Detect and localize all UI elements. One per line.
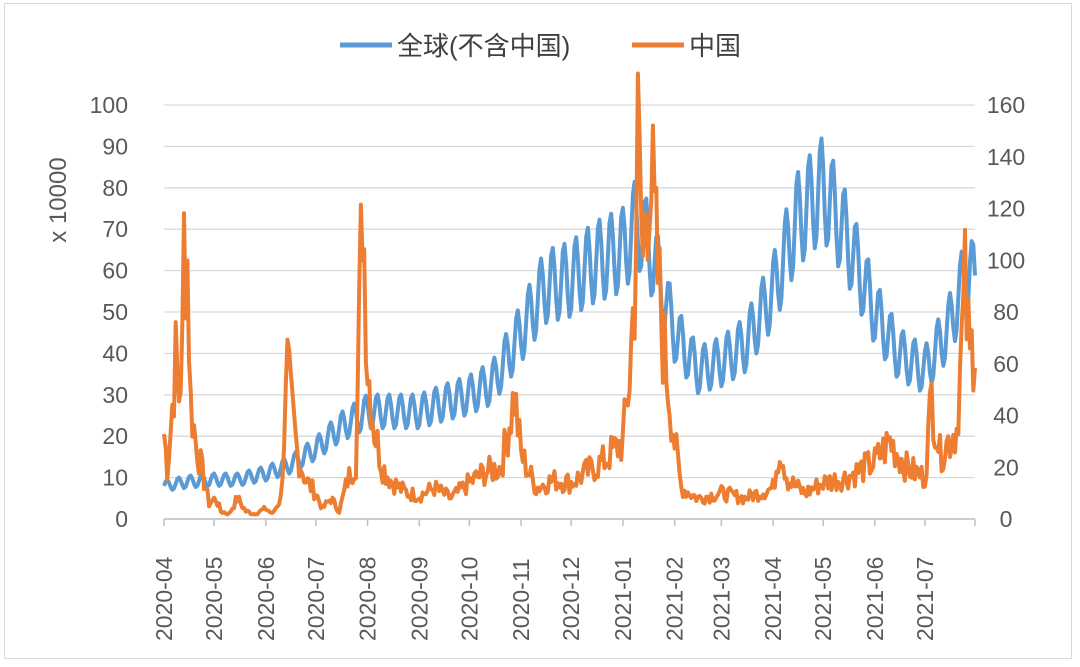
legend: 全球(不含中国) 中国: [340, 31, 741, 61]
left-tick-label: 50: [102, 299, 128, 325]
x-tick-label: 2020-09: [406, 557, 432, 641]
x-tick-label: 2021-03: [708, 557, 734, 641]
series-layer: [162, 71, 977, 517]
left-tick-label: 60: [102, 258, 128, 284]
legend-label-china: 中国: [689, 31, 741, 61]
right-tick-label: 140: [987, 144, 1025, 170]
left-tick-label: 80: [102, 175, 128, 201]
left-tick-label: 10: [102, 465, 128, 491]
right-tick-label: 60: [993, 351, 1019, 377]
left-axis-ticks: 0 10 20 30 40 50 60 70 80 90 100: [90, 92, 128, 532]
left-tick-label: 30: [102, 382, 128, 408]
right-axis-ticks: 0 20 40 60 80 100 120 140 160: [987, 92, 1025, 532]
left-tick-label: 100: [90, 92, 128, 118]
x-tick-label: 2021-06: [862, 557, 888, 641]
right-tick-label: 160: [987, 92, 1025, 118]
x-tick-label: 2021-04: [760, 556, 786, 641]
right-tick-label: 20: [993, 454, 1019, 480]
x-tick-label: 2020-05: [201, 557, 227, 641]
x-axis: 2020-04 2020-05 2020-06 2020-07 2020-08 2020-…: [151, 518, 976, 641]
left-tick-label: 70: [102, 216, 128, 242]
x-tick-label: 2021-01: [610, 557, 636, 641]
x-tick-label: 2021-07: [912, 557, 938, 641]
right-tick-label: 40: [993, 403, 1019, 429]
right-tick-label: 80: [993, 299, 1019, 325]
x-tick-label: 2020-08: [355, 557, 381, 641]
left-tick-label: 0: [115, 506, 128, 532]
left-tick-label: 90: [102, 133, 128, 159]
x-tick-label: 2020-11: [508, 558, 534, 641]
series-line-china: [162, 71, 977, 517]
x-tick-label: 2020-07: [303, 557, 329, 641]
x-tick-label: 2020-12: [558, 557, 584, 641]
legend-label-global: 全球(不含中国): [397, 31, 570, 61]
left-axis-title: x 10000: [45, 157, 72, 242]
right-tick-label: 100: [987, 247, 1025, 273]
right-tick-label: 120: [987, 196, 1025, 222]
x-tick-label: 2021-02: [662, 557, 688, 641]
x-tick-label: 2020-04: [151, 556, 177, 641]
x-tick-label: 2020-10: [456, 557, 482, 641]
left-tick-label: 20: [102, 423, 128, 449]
x-tick-label: 2021-05: [810, 557, 836, 641]
left-tick-label: 40: [102, 340, 128, 366]
x-tick-label: 2020-06: [253, 557, 279, 641]
right-tick-label: 0: [1000, 506, 1013, 532]
